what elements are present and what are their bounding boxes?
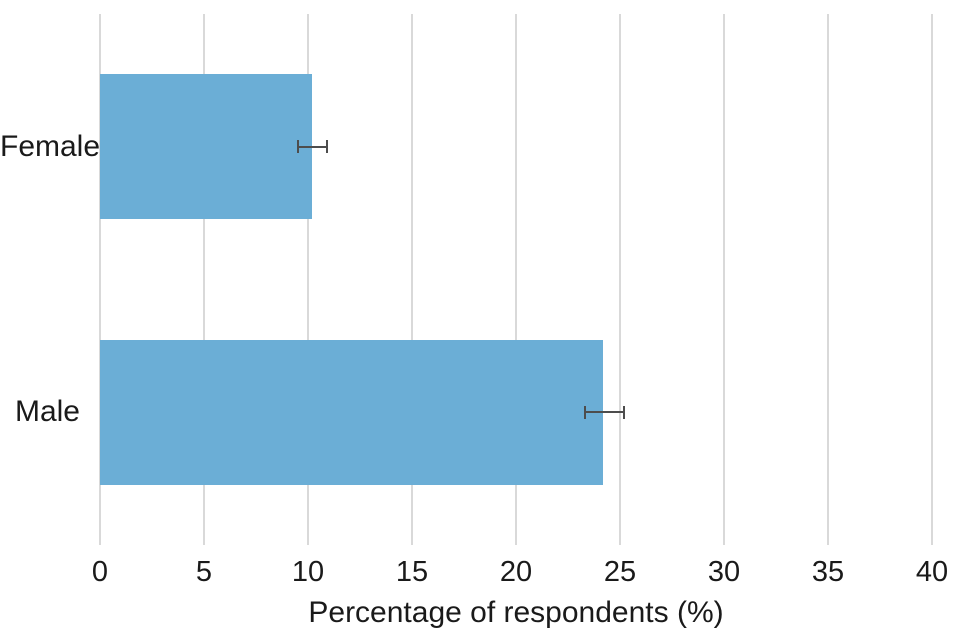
- gridline-x-40: [931, 14, 933, 545]
- gridline-x-0: [99, 14, 101, 545]
- gridline-x-10: [307, 14, 309, 545]
- x-tick-label-10: 10: [291, 556, 325, 588]
- errorbar-cap-high-male: [623, 405, 626, 419]
- x-tick-label-5: 5: [195, 556, 213, 588]
- x-tick-label-20: 20: [499, 556, 533, 588]
- y-axis-label-female: Female: [0, 129, 101, 163]
- errorbar-cap-low-male: [583, 405, 586, 419]
- gridline-x-20: [515, 14, 517, 545]
- x-tick-label-0: 0: [91, 556, 109, 588]
- gridline-x-5: [203, 14, 205, 545]
- x-axis-title: Percentage of respondents (%): [308, 596, 724, 629]
- gridline-x-25: [619, 14, 621, 545]
- x-tick-label-35: 35: [811, 556, 845, 588]
- errorbar-cap-high-female: [325, 140, 328, 154]
- gridline-x-15: [411, 14, 413, 545]
- gridline-x-35: [827, 14, 829, 545]
- x-tick-label-15: 15: [395, 556, 429, 588]
- errorbar-cap-low-female: [296, 140, 299, 154]
- y-axis-label-male: Male: [14, 395, 80, 429]
- x-tick-label-25: 25: [603, 556, 637, 588]
- errorbar-female: [297, 145, 327, 148]
- errorbar-male: [584, 411, 625, 414]
- x-tick-label-40: 40: [915, 556, 949, 588]
- bar-female: [100, 74, 313, 220]
- gridline-x-30: [723, 14, 725, 545]
- bar-male: [100, 339, 604, 485]
- x-tick-label-30: 30: [707, 556, 741, 588]
